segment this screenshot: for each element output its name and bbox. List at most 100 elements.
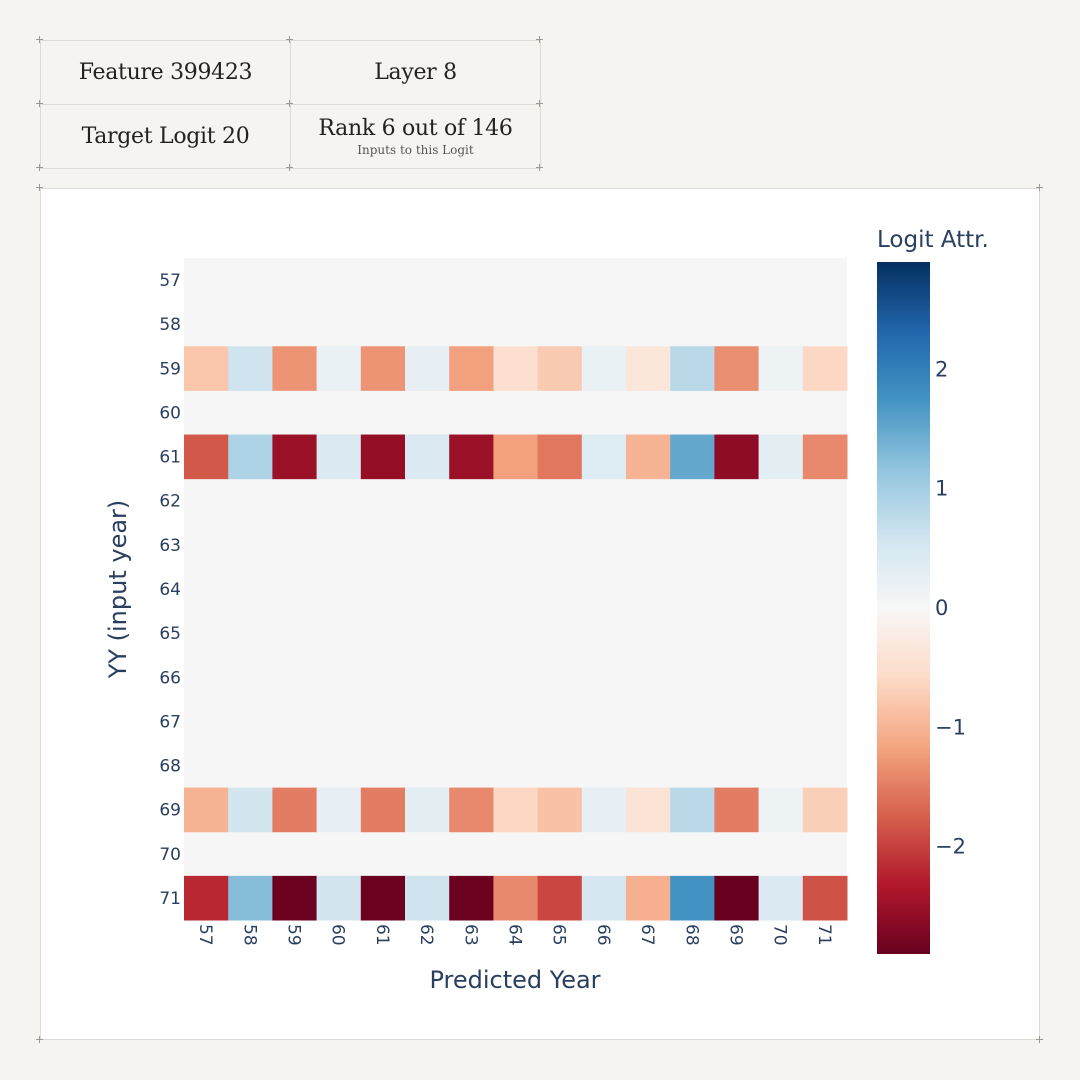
heatmap-cell (714, 875, 760, 921)
x-tick-label: 64 (505, 924, 525, 946)
heatmap-cell (802, 787, 848, 833)
y-tick-label: 68 (159, 757, 181, 777)
heatmap-cell (184, 434, 229, 480)
heatmap-cell (184, 346, 229, 391)
y-tick-label: 65 (159, 624, 181, 644)
x-tick-label: 61 (372, 924, 392, 946)
heatmap-cell (537, 787, 583, 833)
heatmap-cell (360, 346, 406, 391)
heatmap-cell (670, 434, 715, 480)
feature-label: Feature 399423 (78, 60, 253, 85)
heatmap-cell (758, 875, 804, 921)
x-tick-label: 67 (637, 924, 657, 946)
corner-mark (286, 100, 293, 107)
colorbar-tick-label: 2 (935, 357, 948, 381)
heatmap-cell (493, 346, 539, 391)
rank-label: Rank 6 out of 146 (318, 116, 513, 141)
y-tick-label: 71 (159, 889, 181, 909)
corner-mark (1036, 184, 1043, 191)
heatmap-cell (449, 346, 494, 391)
y-tick-labels: 57 58 59 60 61 62 63 64 65 66 67 68 69 70 71 (159, 271, 181, 909)
heatmap-cell (360, 787, 406, 833)
heatmap-cell (316, 787, 362, 833)
heatmap-cell (405, 787, 450, 833)
heatmap-cell (184, 875, 229, 921)
colorbar-tick-label: −1 (935, 715, 966, 739)
corner-mark (286, 36, 293, 43)
x-tick-label: 57 (195, 924, 215, 946)
rank-sublabel: Inputs to this Logit (357, 143, 474, 157)
heatmap-cell (802, 346, 848, 391)
heatmap-cell (581, 346, 627, 391)
heatmap-cell (316, 434, 362, 480)
x-tick-labels: 57 58 59 60 61 62 63 64 65 66 67 68 69 70 71 (195, 924, 834, 946)
heatmap-cell (228, 875, 273, 921)
y-tick-label: 67 (159, 712, 181, 732)
heatmap-cell (626, 875, 671, 921)
heatmap-cell (449, 787, 494, 833)
heatmap-cell (537, 346, 583, 391)
heatmap-cell (670, 875, 715, 921)
heatmap-cells (184, 346, 848, 921)
heatmap-cell (228, 434, 273, 480)
heatmap-cell (493, 875, 539, 921)
heatmap-cell (272, 875, 318, 921)
y-tick-label: 62 (159, 492, 181, 512)
x-tick-label: 69 (726, 924, 746, 946)
heatmap-cell (272, 787, 318, 833)
x-tick-label: 63 (460, 924, 480, 946)
heatmap-cell (670, 346, 715, 391)
heatmap-cell (581, 787, 627, 833)
heatmap-cell (626, 434, 671, 480)
heatmap-cell (802, 875, 848, 921)
x-tick-label: 58 (239, 924, 259, 946)
heatmap-cell (228, 787, 273, 833)
heatmap-cell (758, 434, 804, 480)
colorbar-tick-labels: 2 1 0 −1 −2 (935, 357, 966, 858)
heatmap-cell (405, 434, 450, 480)
heatmap-cell (405, 346, 450, 391)
x-tick-label: 70 (770, 924, 790, 946)
x-tick-label: 62 (416, 924, 436, 946)
colorbar-tick-label: 0 (935, 596, 948, 620)
y-tick-label: 58 (159, 315, 181, 335)
x-tick-label: 60 (328, 924, 348, 946)
heatmap-cell (228, 346, 273, 391)
corner-mark (286, 164, 293, 171)
heatmap-cell (626, 346, 671, 391)
heatmap-cell (493, 787, 539, 833)
heatmap-cell (758, 346, 804, 391)
y-tick-label: 64 (159, 580, 181, 600)
corner-mark (536, 100, 543, 107)
y-tick-label: 70 (159, 845, 181, 865)
corner-mark (36, 164, 43, 171)
heatmap-cell (758, 787, 804, 833)
x-tick-label: 71 (814, 924, 834, 946)
heatmap-cell (537, 434, 583, 480)
corner-mark (36, 1036, 43, 1043)
corner-mark (536, 36, 543, 43)
colorbar-title: Logit Attr. (877, 227, 989, 253)
colorbar-tick-label: −2 (935, 835, 966, 859)
corner-mark (536, 164, 543, 171)
colorbar (877, 262, 930, 954)
y-tick-label: 69 (159, 801, 181, 821)
target-logit-cell: Target Logit 20 (41, 105, 291, 169)
heatmap-cell (714, 787, 760, 833)
x-axis-title: Predicted Year (429, 966, 600, 994)
heatmap-cell (316, 875, 362, 921)
x-tick-label: 65 (549, 924, 569, 946)
heatmap-cell (714, 346, 760, 391)
x-tick-label: 59 (284, 924, 304, 946)
heatmap-cell (316, 346, 362, 391)
y-tick-label: 63 (159, 536, 181, 556)
feature-info-grid: Feature 399423 Layer 8 Target Logit 20 R… (40, 40, 541, 169)
corner-mark (36, 36, 43, 43)
heatmap-cell (360, 875, 406, 921)
layer-cell: Layer 8 (291, 41, 541, 105)
heatmap-cell (272, 346, 318, 391)
corner-mark (36, 100, 43, 107)
heatmap-cell (272, 434, 318, 480)
heatmap-cell (493, 434, 539, 480)
